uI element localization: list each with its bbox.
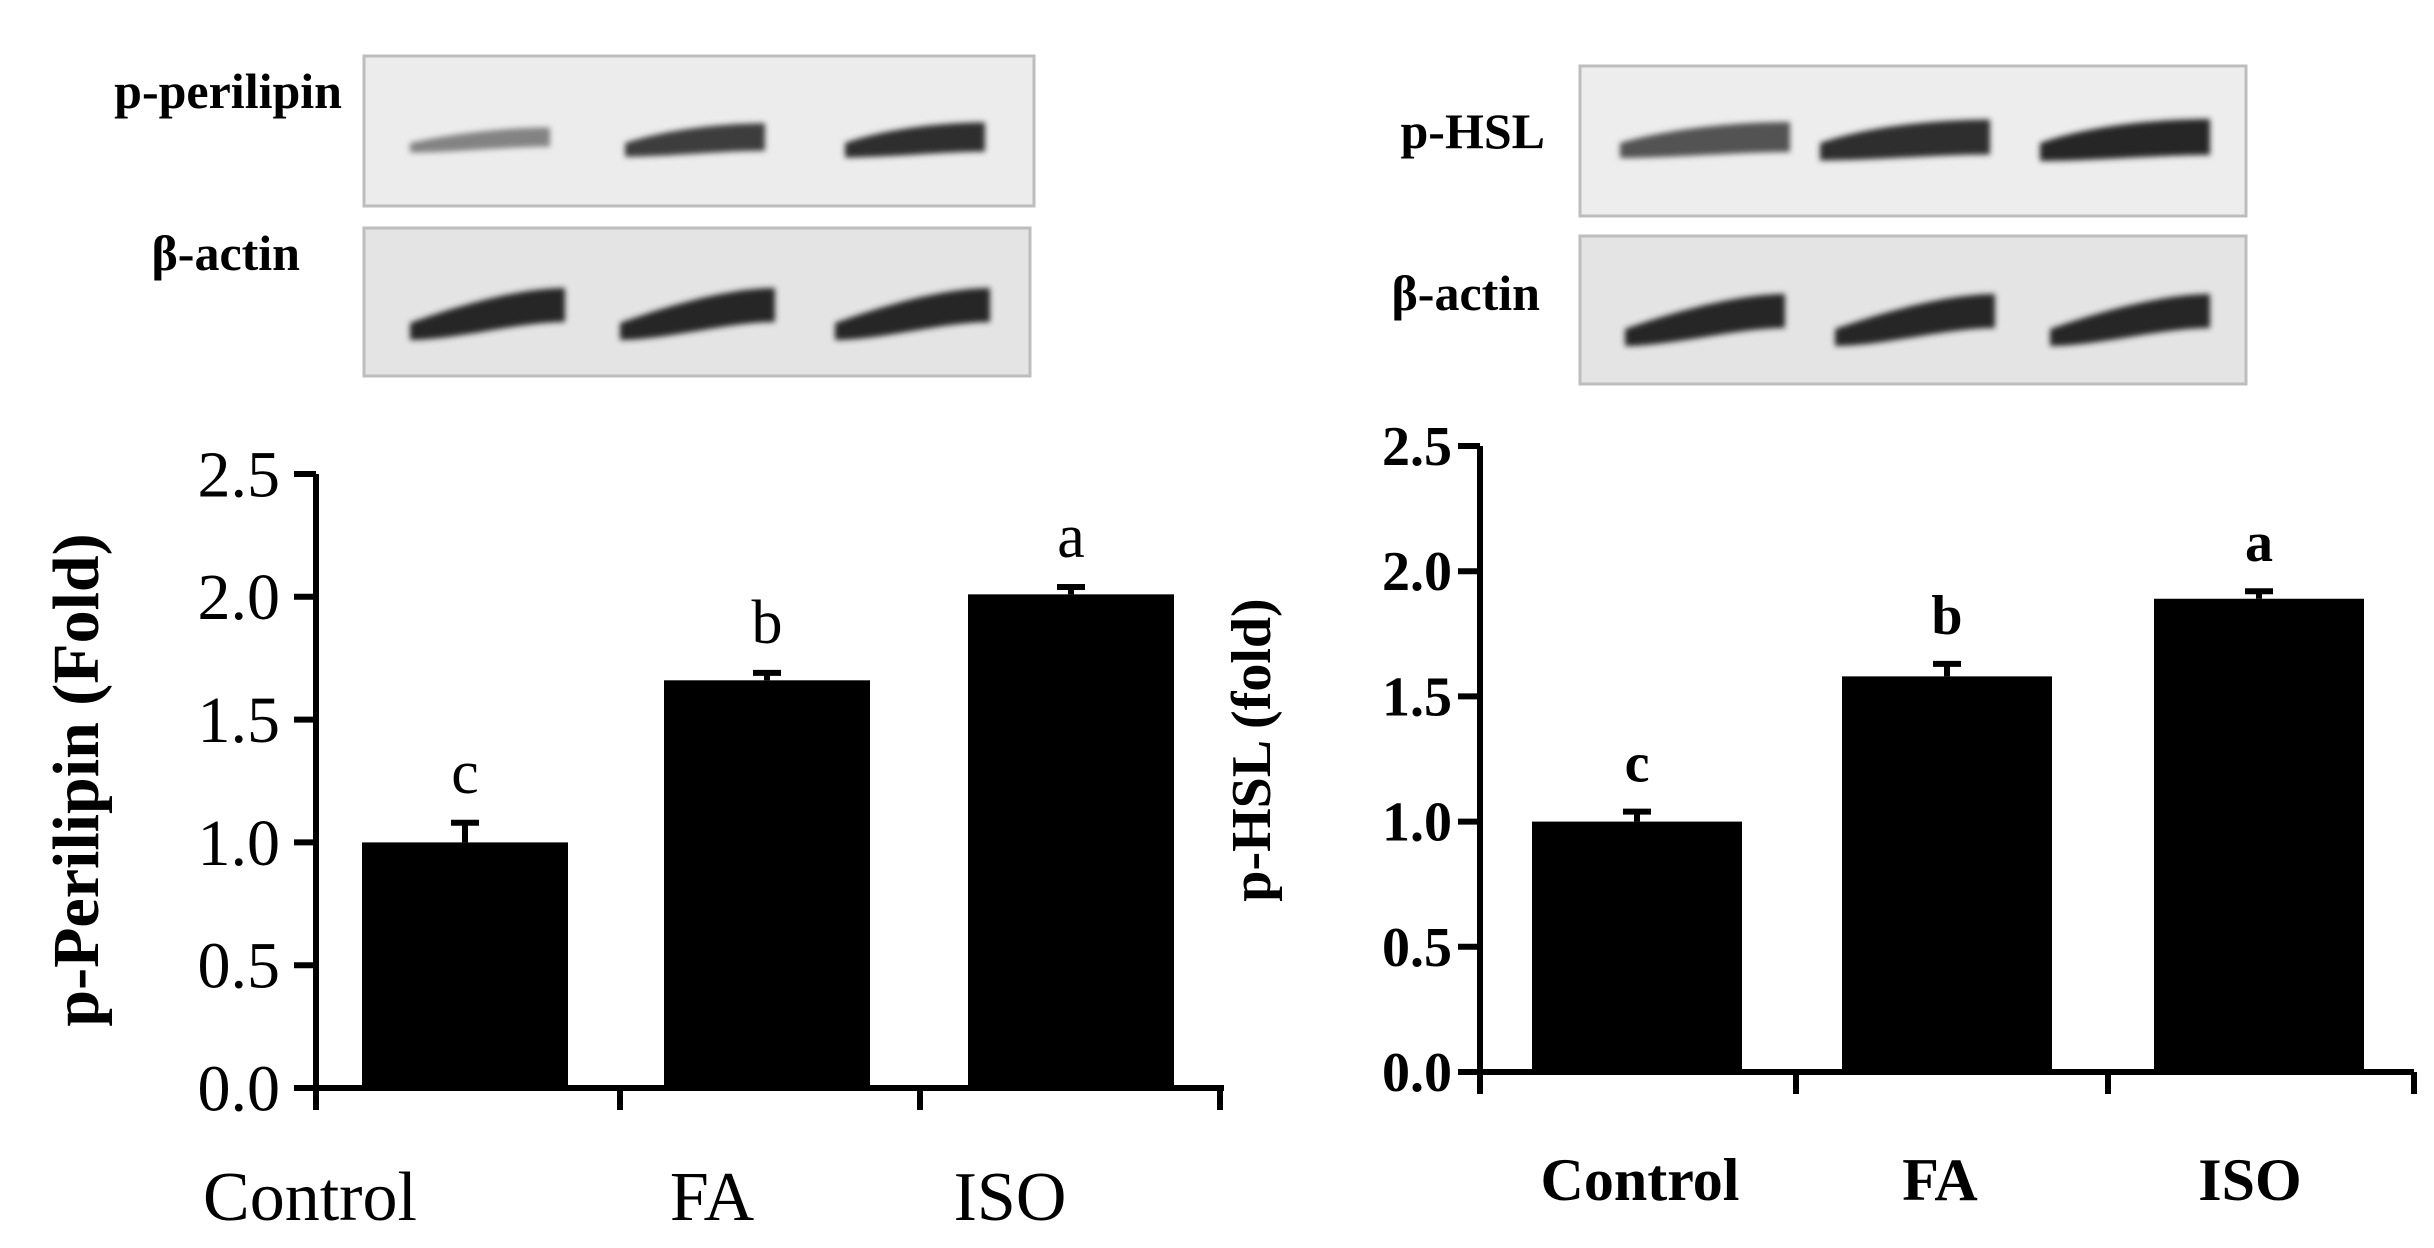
blot-band — [1835, 294, 1995, 346]
bar-iso — [2154, 598, 2364, 1072]
blot-label-beta-actin-left: β-actin — [151, 225, 300, 281]
blot-band — [835, 288, 990, 340]
y-axis-label: p-Perilipin (Fold) — [40, 533, 113, 1026]
significance-letter: a — [2245, 512, 2273, 574]
x-tick-label: FA — [670, 1159, 755, 1236]
x-tick-label: Control — [1541, 1147, 1740, 1213]
blot-band — [410, 288, 565, 340]
blot-label-p-perilipin: p-perilipin — [114, 63, 342, 119]
bar-control — [1532, 821, 1742, 1072]
blot-panel-left: p-perilipin β-actin — [114, 54, 1036, 378]
bar-iso — [968, 594, 1174, 1088]
x-tick-label: Control — [203, 1159, 417, 1236]
y-tick-label: 1.5 — [1382, 666, 1452, 728]
y-tick-label: 1.0 — [198, 807, 281, 880]
bars: c b a — [1532, 512, 2364, 1072]
blot-band — [1820, 119, 1990, 161]
blot-label-p-hsl: p-HSL — [1400, 103, 1545, 159]
y-tick-labels: 0.0 0.5 1.0 1.5 2.0 2.5 — [1382, 416, 1452, 1104]
y-axis-label: p-HSL (fold) — [1221, 598, 1283, 901]
significance-letter: c — [451, 739, 479, 807]
blot-bands-p-hsl — [1620, 119, 2210, 161]
bar-fa — [664, 680, 870, 1088]
y-tick-label: 1.5 — [198, 684, 281, 757]
significance-letter: c — [1625, 733, 1650, 795]
significance-letter: a — [1057, 503, 1085, 571]
bars: c b a — [362, 503, 1174, 1088]
x-tick-label: ISO — [2198, 1147, 2301, 1213]
bar-control — [362, 842, 568, 1088]
y-tick-label: 0.5 — [198, 930, 281, 1003]
x-tick-label: ISO — [954, 1159, 1067, 1236]
blot-band — [845, 122, 985, 158]
axes — [1458, 443, 2417, 1094]
blot-band — [2040, 119, 2210, 161]
blot-bands-p-perilipin — [410, 122, 985, 158]
bar-fa — [1842, 676, 2052, 1072]
y-tick-label: 2.0 — [1382, 541, 1452, 603]
blot-label-beta-actin-right: β-actin — [1391, 265, 1540, 321]
x-tick-labels: Control FA ISO — [203, 1159, 1066, 1236]
y-tick-label: 2.0 — [198, 561, 281, 634]
blot-panel-right: p-HSL β-actin — [1391, 64, 2248, 386]
y-tick-labels: 0.0 0.5 1.0 1.5 2.0 2.5 — [198, 438, 281, 1125]
blot-band — [625, 123, 765, 157]
blot-band — [620, 288, 775, 340]
blot-band — [410, 127, 550, 153]
y-tick-label: 2.5 — [1382, 416, 1452, 478]
x-tick-labels: Control FA ISO — [1541, 1147, 2302, 1213]
axes — [294, 471, 1224, 1110]
y-tick-label: 0.0 — [198, 1052, 281, 1125]
bar-chart-p-perilipin: 0.0 0.5 1.0 1.5 2.0 2.5 c b a Control FA ISO p-Pe… — [40, 438, 1224, 1236]
bar-chart-p-hsl: 0.0 0.5 1.0 1.5 2.0 2.5 c b a Control FA ISO p-HS… — [1221, 416, 2417, 1213]
y-tick-label: 1.0 — [1382, 792, 1452, 854]
x-tick-label: FA — [1902, 1147, 1978, 1213]
significance-letter: b — [1931, 585, 1962, 647]
blot-bands-beta-actin-left — [410, 288, 990, 340]
y-tick-label: 0.0 — [1382, 1042, 1452, 1104]
blot-band — [2050, 294, 2210, 346]
y-tick-label: 2.5 — [198, 438, 281, 511]
y-tick-label: 0.5 — [1382, 917, 1452, 979]
blot-band — [1620, 121, 1790, 159]
blot-band — [1625, 294, 1785, 346]
significance-letter: b — [752, 589, 783, 657]
blot-bands-beta-actin-right — [1625, 294, 2210, 346]
